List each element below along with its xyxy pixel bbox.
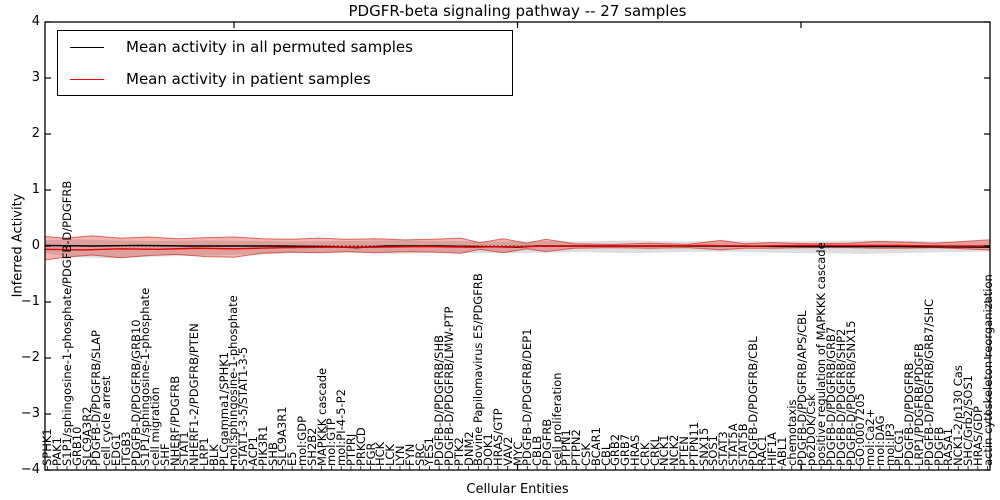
legend-label-patient: Mean activity in patient samples xyxy=(126,70,371,88)
y-tick-label: 1 xyxy=(31,182,40,197)
legend-item-permuted: Mean activity in all permuted samples xyxy=(58,31,512,63)
y-tick-label: 2 xyxy=(31,126,40,141)
y-tick-label: 4 xyxy=(31,14,40,29)
y-tick-label: 3 xyxy=(31,70,40,85)
patient-mean-line xyxy=(44,244,990,251)
y-tick-label: −4 xyxy=(20,462,40,477)
y-tick-label: 0 xyxy=(31,238,40,253)
permuted-line-icon xyxy=(70,46,104,48)
y-tick-label: −3 xyxy=(20,406,40,421)
y-tick-label: −2 xyxy=(20,350,40,365)
patient-line-icon xyxy=(70,78,104,80)
legend-label-permuted: Mean activity in all permuted samples xyxy=(126,38,413,56)
x-axis-label: Cellular Entities xyxy=(466,482,569,497)
chart-title: PDGFR-beta signaling pathway -- 27 sampl… xyxy=(348,2,687,20)
legend-item-patient: Mean activity in patient samples xyxy=(58,63,512,95)
legend: Mean activity in all permuted samples Me… xyxy=(57,30,513,96)
x-tick-label: actin cytoskeleton reorganization xyxy=(980,274,995,466)
x-tick-label: S1P1/sphingosine-1-phosphate/PDGFB-D/PDG… xyxy=(59,180,74,466)
permuted-range-band xyxy=(45,239,990,259)
y-tick-label: −1 xyxy=(20,294,40,309)
